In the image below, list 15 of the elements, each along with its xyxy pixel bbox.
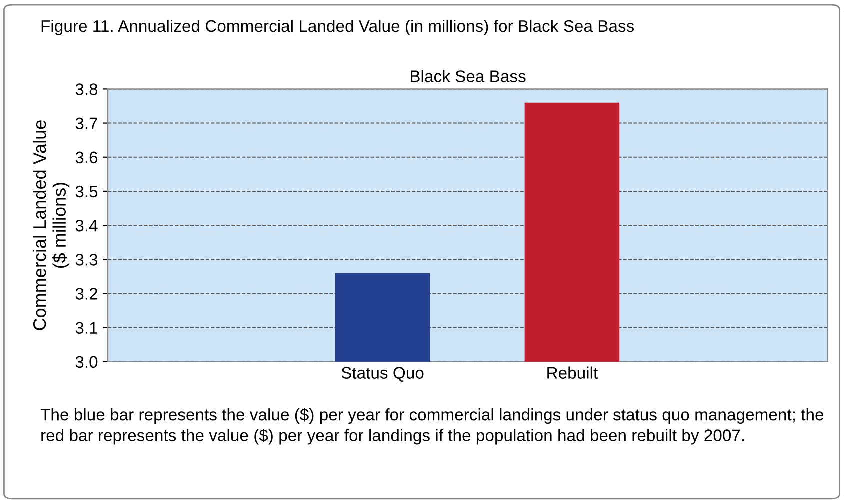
y-tick-label: 3.6 [76,152,98,164]
y-tick-label: 3.8 [76,84,98,96]
y-tick-label: 3.4 [76,220,98,232]
x-tick-label: Rebuilt [548,366,598,379]
y-axis-title: Commercial Landed Value ($ millions) [32,120,70,330]
text: The blue bar represents the value ($) per year for commercial landings under status quo management; the red bar represents the value ($) per year for landings if the population had been rebuilt by 2007. [40,408,824,445]
chart-title: Figure 11. Annualized Commercial Landed Value (in millions) for Black Sea Bass [42,20,634,36]
y-tick-label: 3.5 [76,186,98,198]
y-tick-label: 3.3 [76,254,98,266]
y-tick-label: 3.1 [76,322,98,334]
y-tick-label: 3.7 [76,118,98,130]
y-tick-label: 3.0 [76,356,98,368]
chart-subtitle: Black Sea Bass [411,70,526,82]
x-tick-label: Status Quo [342,367,424,382]
y-tick-label: 3.2 [76,288,98,300]
